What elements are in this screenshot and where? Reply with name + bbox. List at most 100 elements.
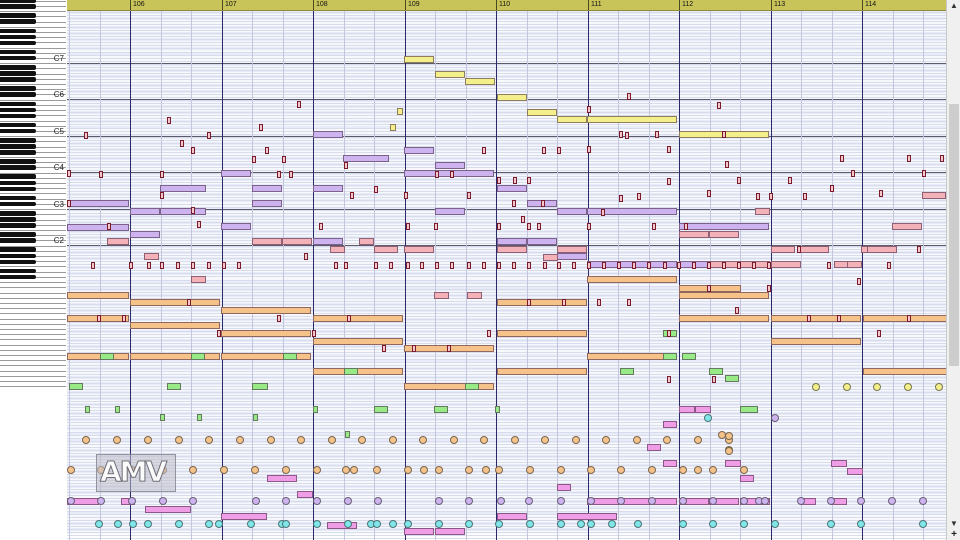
note-tick[interactable] bbox=[543, 262, 547, 269]
note-tick[interactable] bbox=[450, 262, 454, 269]
note-dot[interactable] bbox=[247, 520, 255, 528]
harmony-note[interactable] bbox=[557, 208, 587, 215]
note-tick[interactable] bbox=[304, 253, 308, 260]
note-dot[interactable] bbox=[541, 436, 549, 444]
accent-note[interactable] bbox=[374, 246, 398, 253]
harmony-note[interactable] bbox=[313, 185, 343, 192]
note-tick[interactable] bbox=[350, 192, 354, 199]
harmony-note[interactable] bbox=[160, 185, 206, 192]
note-dot[interactable] bbox=[857, 520, 865, 528]
chord-note[interactable] bbox=[465, 383, 479, 390]
bass-note[interactable] bbox=[67, 353, 129, 360]
bass-note[interactable] bbox=[130, 322, 220, 329]
white-key[interactable] bbox=[0, 131, 66, 138]
note-dot[interactable] bbox=[144, 436, 152, 444]
note-tick[interactable] bbox=[467, 192, 471, 199]
black-key[interactable] bbox=[0, 92, 36, 97]
harmony-note[interactable] bbox=[527, 238, 557, 245]
accent-note[interactable] bbox=[709, 231, 739, 238]
note-tick[interactable] bbox=[541, 200, 545, 207]
note-tick[interactable] bbox=[557, 147, 561, 154]
note-dot[interactable] bbox=[526, 466, 534, 474]
note-tick[interactable] bbox=[191, 207, 195, 214]
note-dot[interactable] bbox=[435, 466, 443, 474]
note-tick[interactable] bbox=[602, 262, 606, 269]
note-tick[interactable] bbox=[191, 147, 195, 154]
note-tick[interactable] bbox=[487, 330, 491, 337]
white-key[interactable] bbox=[0, 324, 66, 330]
note-dot[interactable] bbox=[267, 436, 275, 444]
black-key[interactable] bbox=[0, 107, 36, 113]
note-tick[interactable] bbox=[587, 106, 591, 113]
percussion-note[interactable] bbox=[267, 475, 297, 482]
accent-note[interactable] bbox=[282, 238, 312, 245]
black-key[interactable] bbox=[0, 268, 36, 274]
note-tick[interactable] bbox=[917, 246, 921, 253]
harmony-note[interactable] bbox=[67, 224, 129, 231]
note-dot[interactable] bbox=[175, 436, 183, 444]
black-key[interactable] bbox=[0, 186, 36, 192]
chord-note[interactable] bbox=[344, 368, 358, 375]
note-tick[interactable] bbox=[667, 376, 671, 383]
black-key[interactable] bbox=[0, 201, 36, 207]
note-tick[interactable] bbox=[382, 345, 386, 352]
harmony-note[interactable] bbox=[557, 253, 587, 260]
note-tick[interactable] bbox=[259, 124, 263, 131]
note-tick[interactable] bbox=[684, 223, 688, 230]
note-dot[interactable] bbox=[679, 466, 687, 474]
note-dot[interactable] bbox=[189, 497, 197, 505]
chord-note[interactable] bbox=[283, 353, 297, 360]
note-dot[interactable] bbox=[495, 466, 503, 474]
note-tick[interactable] bbox=[67, 170, 71, 177]
note-tick[interactable] bbox=[521, 216, 525, 223]
accent-note[interactable] bbox=[252, 238, 282, 245]
bass-note[interactable] bbox=[497, 299, 587, 306]
note-tick[interactable] bbox=[482, 147, 486, 154]
white-key[interactable] bbox=[0, 329, 66, 336]
plus-icon[interactable]: + bbox=[951, 529, 957, 540]
note-tick[interactable] bbox=[450, 171, 454, 178]
note-tick[interactable] bbox=[176, 262, 180, 269]
note-tick[interactable] bbox=[97, 315, 101, 322]
note-tick[interactable] bbox=[655, 131, 659, 138]
harmony-note[interactable] bbox=[404, 170, 494, 177]
harmony-note[interactable] bbox=[497, 238, 527, 245]
note-tick[interactable] bbox=[347, 315, 351, 322]
note-tick[interactable] bbox=[265, 147, 269, 154]
note-dot[interactable] bbox=[526, 520, 534, 528]
accent-note[interactable] bbox=[867, 246, 897, 253]
note-dot[interactable] bbox=[480, 436, 488, 444]
note-dot[interactable] bbox=[205, 520, 213, 528]
black-key[interactable] bbox=[0, 259, 36, 265]
note-dot[interactable] bbox=[857, 497, 865, 505]
note-dot[interactable] bbox=[450, 436, 458, 444]
white-key[interactable] bbox=[0, 283, 66, 289]
note-dot[interactable] bbox=[511, 436, 519, 444]
melody-note[interactable] bbox=[557, 116, 587, 123]
black-key[interactable] bbox=[0, 4, 36, 9]
white-key[interactable] bbox=[0, 6, 66, 13]
note-tick[interactable] bbox=[542, 147, 546, 154]
note-dot[interactable] bbox=[252, 497, 260, 505]
accent-note[interactable] bbox=[543, 254, 558, 261]
white-key[interactable] bbox=[0, 293, 66, 299]
white-key[interactable] bbox=[0, 241, 66, 247]
black-key[interactable] bbox=[0, 122, 36, 128]
percussion-note[interactable] bbox=[221, 513, 267, 520]
accent-note[interactable] bbox=[191, 276, 206, 283]
note-dot[interactable] bbox=[617, 497, 625, 505]
harmony-note[interactable] bbox=[130, 231, 160, 238]
note-dot[interactable] bbox=[648, 497, 656, 505]
black-key[interactable] bbox=[0, 165, 36, 170]
note-dot[interactable] bbox=[740, 497, 748, 505]
white-key[interactable] bbox=[0, 79, 66, 86]
black-key[interactable] bbox=[0, 159, 36, 164]
note-tick[interactable] bbox=[940, 155, 944, 162]
melody-note[interactable] bbox=[587, 116, 677, 123]
harmony-note[interactable] bbox=[435, 162, 465, 169]
melody-note[interactable] bbox=[465, 78, 495, 85]
black-key[interactable] bbox=[0, 274, 36, 280]
percussion-note[interactable] bbox=[725, 460, 741, 467]
note-tick[interactable] bbox=[282, 156, 286, 163]
note-dot[interactable] bbox=[236, 436, 244, 444]
